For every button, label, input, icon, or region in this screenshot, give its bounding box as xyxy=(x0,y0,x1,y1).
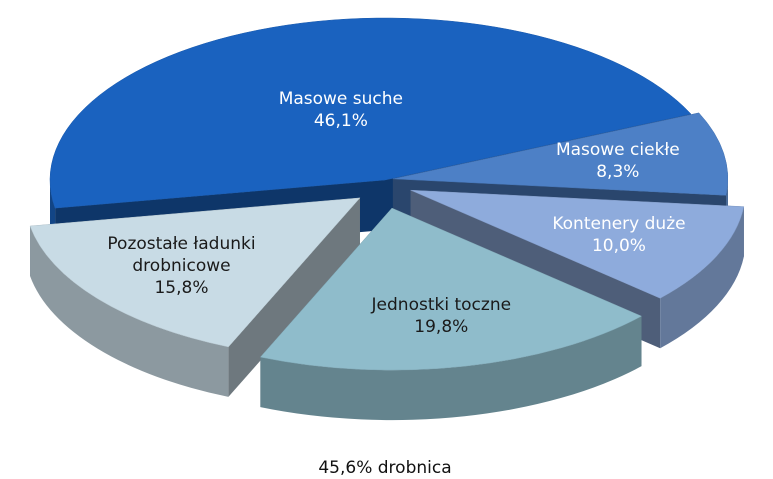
category-label: Masowe suche xyxy=(278,89,404,110)
slice-label: Pozostałe ładunki drobnicowe 15,8% xyxy=(97,233,267,299)
slice-top xyxy=(49,17,692,209)
category-label: Kontenery duże xyxy=(552,213,686,234)
slice xyxy=(29,197,361,397)
slice-label: Kontenery duże 10,0% xyxy=(534,213,704,257)
slice xyxy=(259,207,643,421)
value-label: 19,8% xyxy=(414,316,469,337)
value-label: 46,1% xyxy=(313,111,368,132)
value-label: 8,3% xyxy=(596,162,640,183)
slice-top xyxy=(410,189,745,299)
category-label: Pozostałe ładunki drobnicowe xyxy=(107,234,256,277)
category-label: Jednostki toczne xyxy=(371,294,512,315)
slice-rim xyxy=(260,316,642,421)
slice-rim xyxy=(660,206,744,349)
annotation: 45,6% drobnica xyxy=(318,458,452,478)
slice-top xyxy=(259,207,643,371)
value-label: 15,8% xyxy=(154,278,209,299)
slice-label: Masowe suche 46,1% xyxy=(256,88,426,132)
slice-label: Masowe ciekłe 8,3% xyxy=(533,139,703,183)
slice-rim xyxy=(30,226,229,397)
category-label: Masowe ciekłe xyxy=(555,140,680,161)
value-label: 10,0% xyxy=(591,235,646,256)
slice-top xyxy=(392,112,729,196)
slice-label: Jednostki toczne 19,8% xyxy=(356,294,526,338)
slice-top xyxy=(29,197,361,348)
